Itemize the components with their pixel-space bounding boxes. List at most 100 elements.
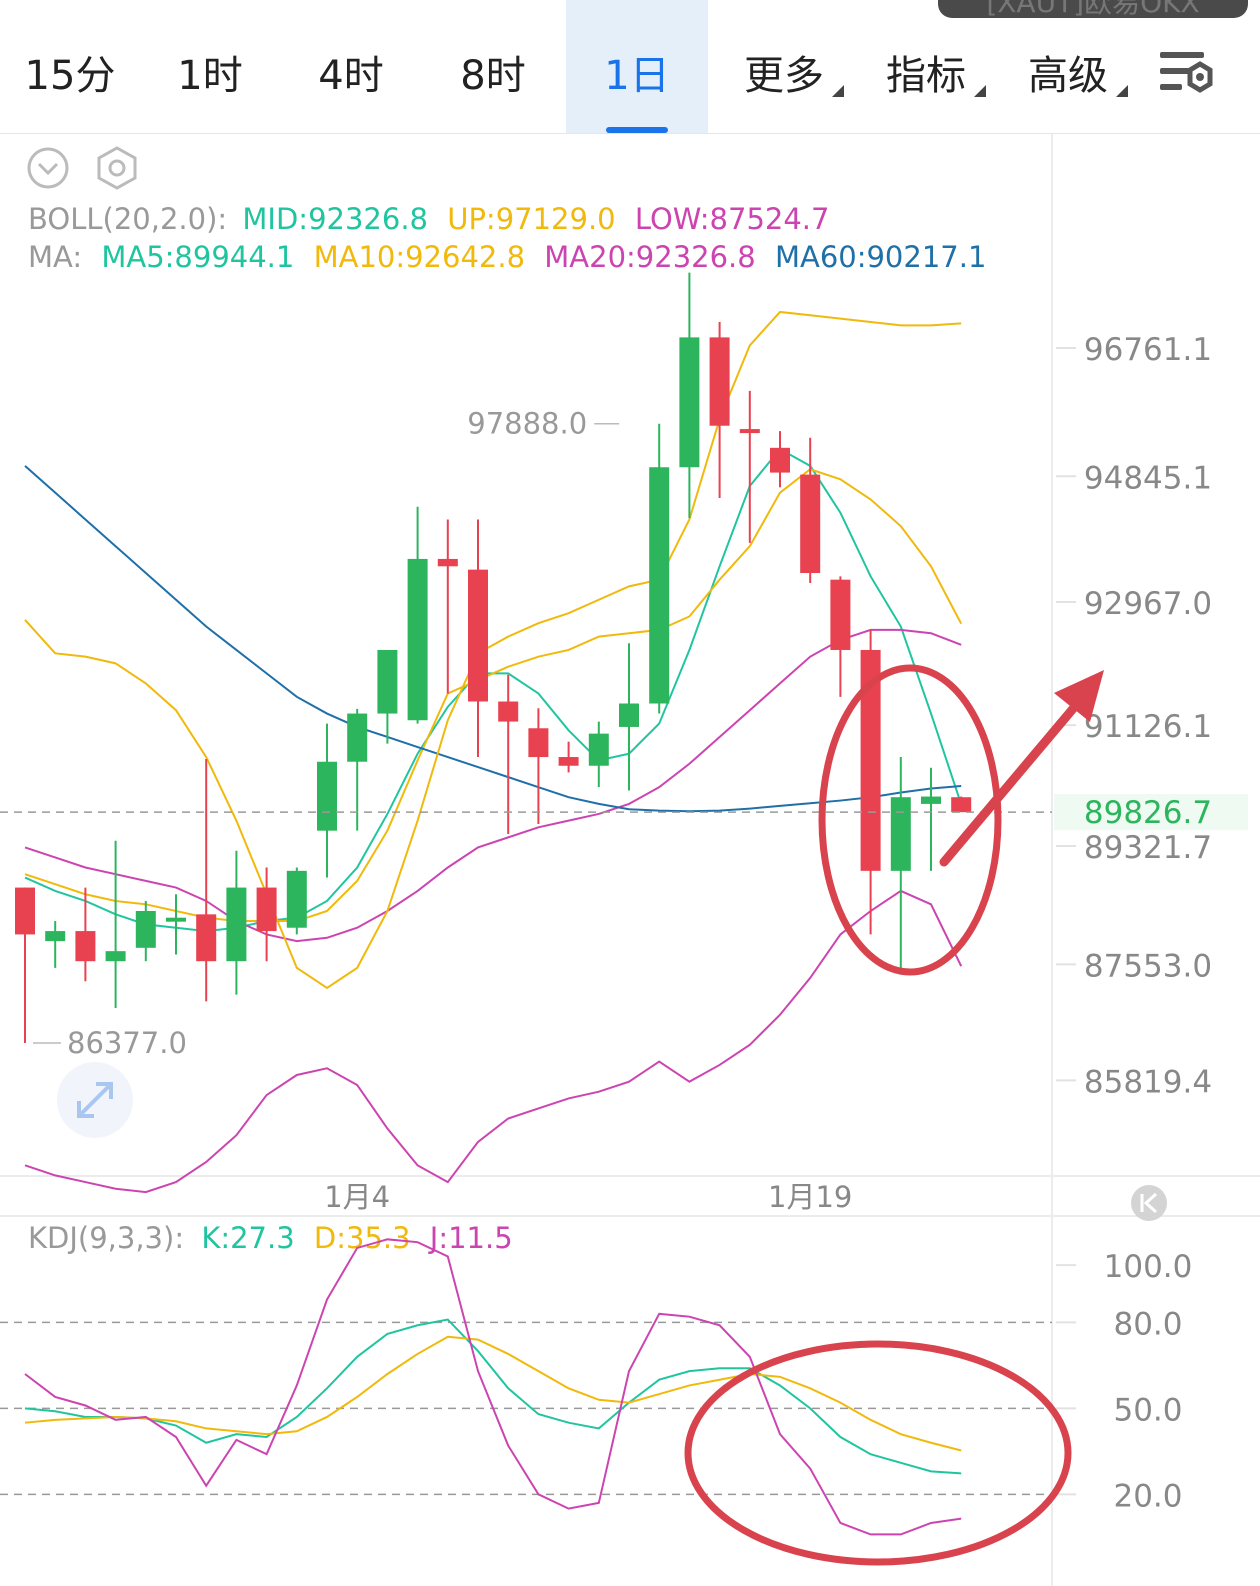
- candle-body: [558, 757, 579, 766]
- candle-body: [588, 733, 609, 766]
- price-markers: 97888.0 86377.0 89826.7: [0, 407, 1248, 1060]
- candle-body: [679, 337, 700, 468]
- candle: [226, 850, 247, 995]
- candle: [528, 708, 549, 824]
- timeframe-tabs: [XAUT]欧易OKX 15分 1时 4时 8时 1日 更多 指标 高级: [0, 0, 1260, 134]
- kdj-tick-label: 20.0: [1113, 1478, 1182, 1514]
- tab-1d[interactable]: 1日: [566, 0, 708, 133]
- candle-body: [468, 569, 488, 702]
- kdj-line-k: [24, 1318, 962, 1475]
- candle-body: [196, 914, 217, 962]
- annotation-arrow-head: [1054, 670, 1104, 722]
- y-tick-label: 89321.7: [1084, 830, 1212, 866]
- candle-body: [407, 558, 428, 721]
- kdj-tick-label: 50.0: [1113, 1392, 1182, 1428]
- candle: [377, 649, 398, 744]
- candle: [166, 894, 186, 955]
- chevron-down-circle-icon[interactable]: [27, 147, 69, 189]
- y-axis-main: 96761.1 94845.1 92967.0 91126.1 89321.7 87553…: [1056, 332, 1212, 1100]
- candle: [921, 767, 941, 871]
- tab-advanced[interactable]: 高级: [1012, 0, 1128, 133]
- tab-indicators[interactable]: 指标: [870, 0, 986, 133]
- current-price-tag: [1054, 794, 1248, 831]
- candle: [890, 757, 911, 975]
- candle-body: [739, 429, 760, 434]
- candle: [770, 431, 790, 488]
- gear-icon[interactable]: [97, 146, 137, 190]
- skip-to-start-icon[interactable]: [1131, 1185, 1167, 1221]
- min-price-label: 86377.0: [67, 1026, 187, 1060]
- dropdown-icon: [1116, 85, 1128, 97]
- tab-8h[interactable]: 8时: [460, 53, 526, 99]
- candle-body: [800, 474, 821, 573]
- tab-more[interactable]: 更多: [728, 0, 844, 133]
- x-tick-label: 1月4: [324, 1180, 390, 1214]
- candle: [437, 519, 458, 694]
- candle-body: [377, 649, 398, 714]
- expand-arrows-icon[interactable]: [57, 1062, 133, 1138]
- candle: [256, 867, 277, 962]
- series-line-ma10: [24, 468, 963, 923]
- y-tick-label: 85819.4: [1084, 1064, 1212, 1100]
- candle: [286, 867, 307, 935]
- candle-body: [951, 797, 972, 813]
- candle-body: [437, 558, 458, 567]
- active-tab-indicator: [606, 127, 668, 133]
- candle-body: [256, 887, 277, 932]
- exchange-badge[interactable]: [XAUT]欧易OKX: [938, 0, 1248, 18]
- x-tick-label: 1月19: [768, 1180, 852, 1214]
- candle: [679, 272, 700, 519]
- kdj-legend: KDJ(9,3,3): K:27.3 D:35.3 J:11.5: [28, 1221, 513, 1255]
- kdj-line-j: [24, 1238, 962, 1536]
- candle: [498, 674, 519, 835]
- candle: [407, 506, 428, 724]
- candle: [317, 723, 337, 878]
- tab-4h[interactable]: 4时: [318, 53, 384, 99]
- candle-body: [528, 728, 549, 758]
- candle-body: [317, 761, 337, 831]
- annotation-circle-price: [818, 664, 1002, 976]
- max-price-label: 97888.0: [467, 407, 587, 441]
- y-tick-label: 92967.0: [1084, 586, 1212, 622]
- y-tick-label: 96761.1: [1084, 332, 1212, 368]
- candle: [75, 887, 96, 982]
- candle: [135, 900, 156, 962]
- candle-body: [347, 713, 368, 762]
- candle-body: [226, 887, 247, 962]
- series-line-low: [24, 889, 963, 1194]
- series-line-ma20: [24, 628, 962, 943]
- tab-15min[interactable]: 15分: [24, 53, 116, 99]
- candle: [347, 708, 368, 831]
- chart-settings-icon[interactable]: [1156, 48, 1220, 102]
- candle-body: [135, 911, 156, 948]
- annotation-marks: [684, 664, 1104, 1566]
- kdj-tick-label: 80.0: [1113, 1306, 1182, 1342]
- dropdown-icon: [832, 85, 844, 97]
- ma-legend: MA: MA5:89944.1 MA10:92642.8 MA20:92326.…: [28, 240, 986, 274]
- tab-1h[interactable]: 1时: [177, 53, 243, 99]
- candle: [15, 887, 35, 1044]
- y-axis-kdj: 100.0 80.0 50.0 20.0: [0, 1249, 1192, 1514]
- x-axis: 1月4 1月19: [324, 1180, 852, 1214]
- candle: [830, 576, 851, 697]
- kdj-tick-label: 100.0: [1104, 1249, 1193, 1285]
- annotation-circle-kdj: [684, 1340, 1072, 1566]
- candle-body: [860, 649, 881, 871]
- y-tick-label: 94845.1: [1084, 460, 1212, 496]
- candle-body: [921, 796, 941, 804]
- candle: [588, 721, 609, 788]
- candle-body: [619, 703, 639, 727]
- candle-body: [286, 870, 307, 928]
- candle-body: [890, 797, 911, 871]
- candle: [800, 437, 821, 584]
- candle: [558, 741, 579, 773]
- series-line-ma5: [24, 447, 963, 933]
- candle-body: [75, 931, 96, 962]
- dropdown-icon: [974, 85, 986, 97]
- kdj-lines: [24, 1238, 962, 1536]
- current-price-label: 89826.7: [1084, 795, 1212, 831]
- series-line-up: [24, 310, 962, 990]
- candle: [196, 759, 217, 1002]
- candle: [739, 390, 760, 543]
